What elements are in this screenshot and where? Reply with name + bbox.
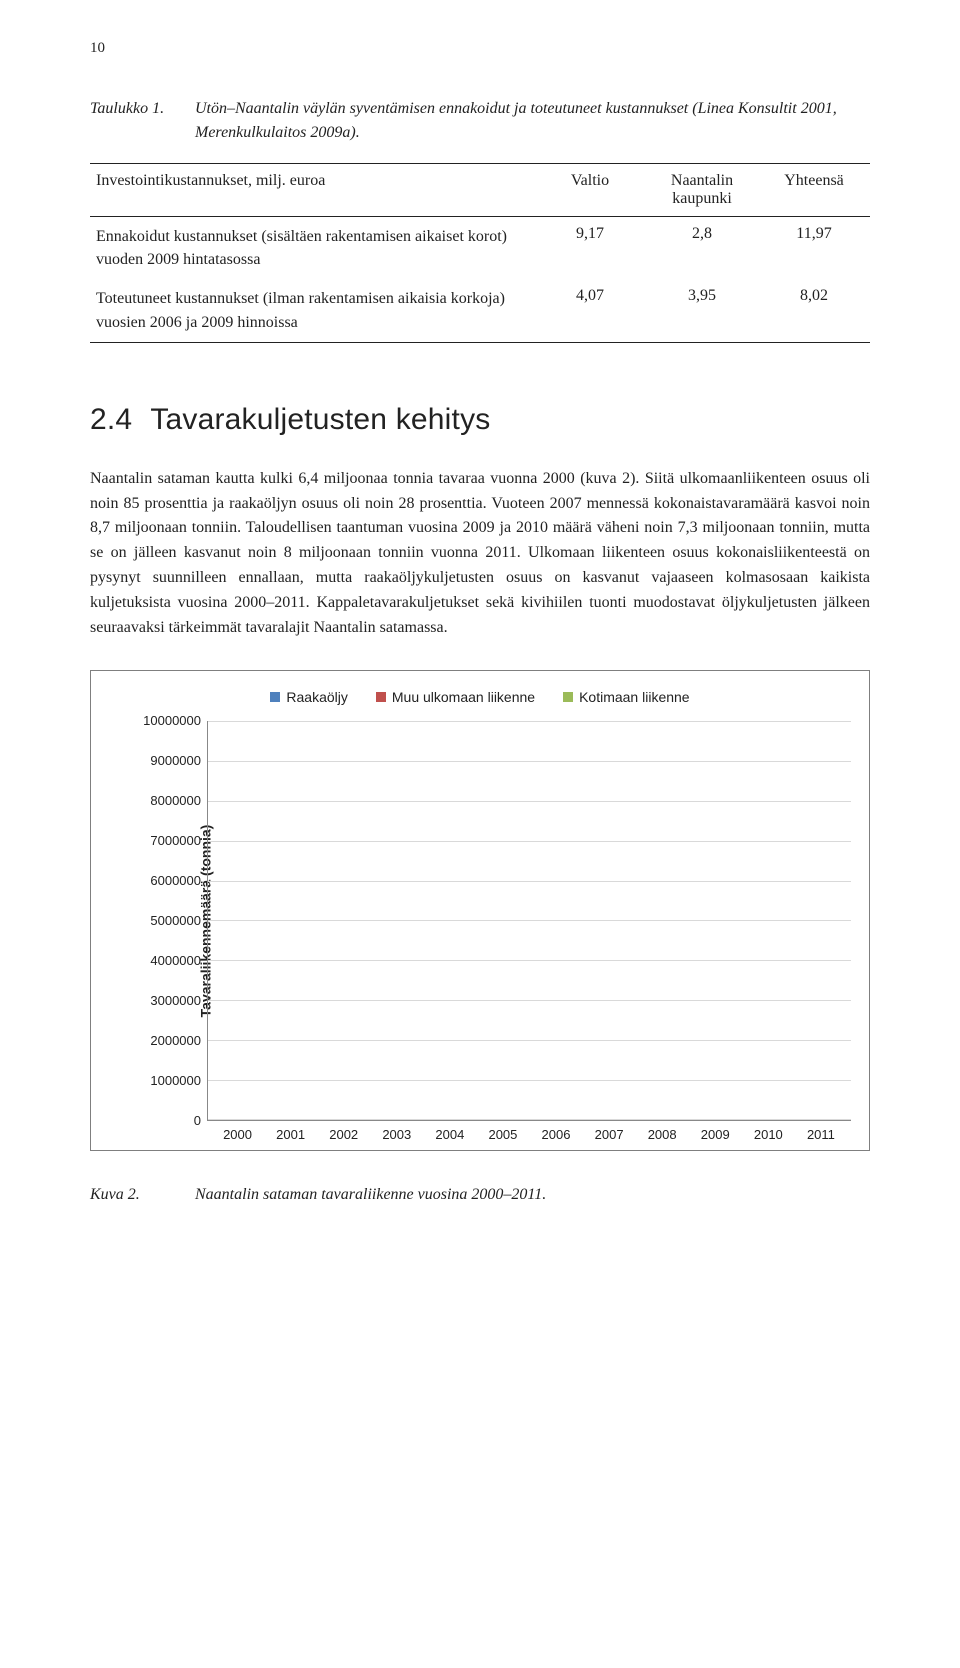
table-cell: 2,8 — [646, 217, 758, 280]
table-header-col2: Naantalin kaupunki — [646, 164, 758, 217]
page: 10 Taulukko 1. Utön–Naantalin väylän syv… — [0, 0, 960, 1234]
page-number: 10 — [90, 40, 870, 57]
y-axis-ticks: 1000000090000008000000700000060000005000… — [133, 721, 207, 1121]
y-axis-label-wrap: Tavaraliikennemäärä (tonnia) — [109, 721, 133, 1121]
table-header-col0: Investointikustannukset, milj. euroa — [90, 164, 534, 217]
legend-label: Kotimaan liikenne — [579, 689, 690, 705]
x-axis: 2000 2001 2002 2003 2004 2005 2006 2007 2008 2009… — [109, 1127, 851, 1142]
table-cell-label: Ennakoidut kustannukset (sisältäen raken… — [90, 217, 534, 280]
x-tick: 2005 — [488, 1127, 517, 1142]
table-cell: 4,07 — [534, 279, 646, 342]
table-cell: 8,02 — [758, 279, 870, 342]
cost-table: Investointikustannukset, milj. euroa Val… — [90, 163, 870, 343]
section-heading: 2.4 Tavarakuljetusten kehitys — [90, 403, 870, 437]
x-tick: 2000 — [223, 1127, 252, 1142]
x-tick: 2008 — [648, 1127, 677, 1142]
x-tick: 2002 — [329, 1127, 358, 1142]
legend-item: Raakaöljy — [270, 689, 347, 705]
legend-swatch — [270, 692, 280, 702]
figure-caption-label: Kuva 2. — [90, 1186, 195, 1204]
x-tick: 2007 — [595, 1127, 624, 1142]
section-number: 2.4 — [90, 403, 132, 436]
x-tick: 2006 — [542, 1127, 571, 1142]
table-row: Toteutuneet kustannukset (ilman rakentam… — [90, 279, 870, 342]
x-tick: 2011 — [807, 1127, 835, 1142]
x-tick: 2003 — [382, 1127, 411, 1142]
chart-legend: Raakaöljy Muu ulkomaan liikenne Kotimaan… — [109, 689, 851, 705]
figure-caption: Kuva 2. Naantalin sataman tavaraliikenne… — [90, 1186, 870, 1204]
table-cell: 11,97 — [758, 217, 870, 280]
table-caption-text: Utön–Naantalin väylän syventämisen ennak… — [195, 97, 870, 145]
x-tick: 2009 — [701, 1127, 730, 1142]
table-caption: Taulukko 1. Utön–Naantalin väylän syvent… — [90, 97, 870, 145]
legend-swatch — [376, 692, 386, 702]
table-header-row: Investointikustannukset, milj. euroa Val… — [90, 164, 870, 217]
figure-caption-text: Naantalin sataman tavaraliikenne vuosina… — [195, 1186, 546, 1204]
table-cell-label: Toteutuneet kustannukset (ilman rakentam… — [90, 279, 534, 342]
legend-label: Muu ulkomaan liikenne — [392, 689, 535, 705]
x-tick: 2001 — [276, 1127, 305, 1142]
chart-container: Raakaöljy Muu ulkomaan liikenne Kotimaan… — [90, 670, 870, 1151]
x-axis-ticks: 2000 2001 2002 2003 2004 2005 2006 2007 2008 2009… — [207, 1127, 851, 1142]
legend-label: Raakaöljy — [286, 689, 347, 705]
x-tick: 2010 — [754, 1127, 783, 1142]
legend-swatch — [563, 692, 573, 702]
table-cell: 3,95 — [646, 279, 758, 342]
section-title: Tavarakuljetusten kehitys — [150, 403, 490, 436]
table-cell: 9,17 — [534, 217, 646, 280]
plot — [207, 721, 851, 1121]
table-header-col3: Yhteensä — [758, 164, 870, 217]
table-row: Ennakoidut kustannukset (sisältäen raken… — [90, 217, 870, 280]
table-caption-label: Taulukko 1. — [90, 97, 195, 145]
body-paragraph: Naantalin sataman kautta kulki 6,4 miljo… — [90, 467, 870, 641]
bars — [208, 721, 851, 1120]
x-tick: 2004 — [435, 1127, 464, 1142]
chart-plot-area: Tavaraliikennemäärä (tonnia) 10000000900… — [109, 721, 851, 1121]
legend-item: Muu ulkomaan liikenne — [376, 689, 535, 705]
table-header-col1: Valtio — [534, 164, 646, 217]
legend-item: Kotimaan liikenne — [563, 689, 690, 705]
